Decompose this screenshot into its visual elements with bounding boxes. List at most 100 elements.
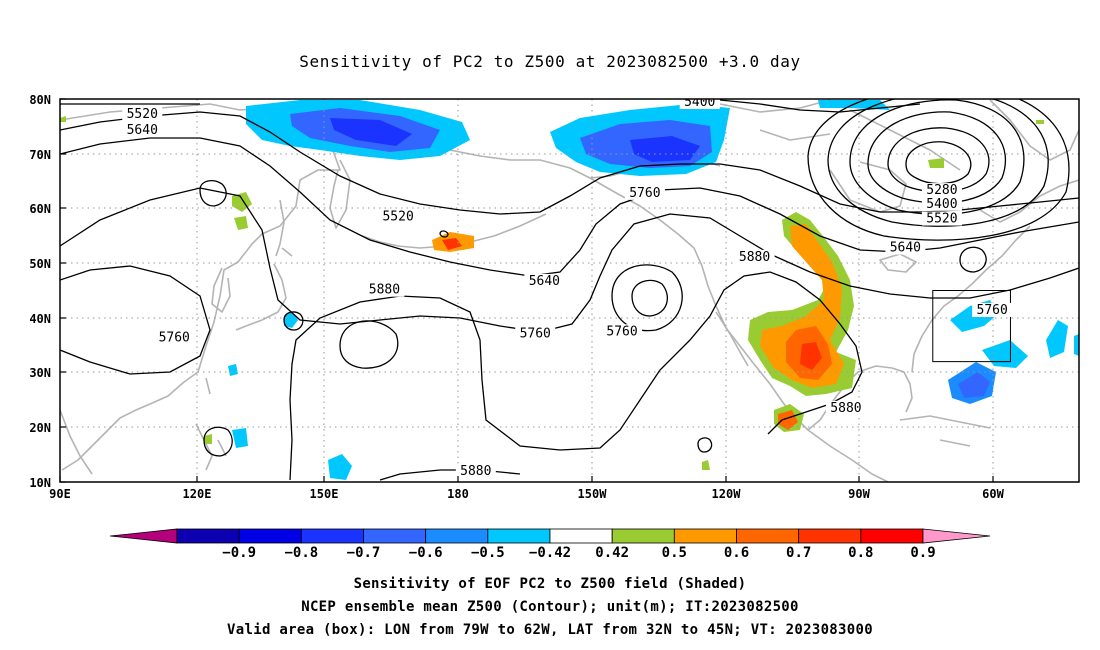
contour-label-background: [825, 400, 866, 415]
colorbar-label: 0.8: [848, 545, 873, 561]
contour-label-background: [921, 211, 962, 226]
lon-label: 120W: [712, 487, 742, 501]
contour-5760-low: [60, 265, 211, 375]
contour-small-6: [439, 230, 449, 238]
colorbar-swatch: [425, 528, 489, 544]
longitude-labels: 90E 120E 150E 180 150W 120W 90W 60W: [49, 487, 1004, 501]
lat-label: 60N: [29, 202, 51, 216]
contour-label-background: [679, 99, 720, 110]
negative-shade-beaufort-inner: [630, 136, 700, 162]
lat-label: 70N: [29, 148, 51, 162]
contour-5880-pacific: [289, 271, 863, 481]
colorbar-label: −0.8: [284, 545, 318, 561]
na-west-coast: [589, 177, 809, 431]
negative-shade-arctic-east: [818, 100, 890, 110]
contour-low-northeast-3: [867, 111, 1007, 204]
arctic-islands: [719, 99, 961, 171]
contour-labels: 5400552056405280540055205760552056405880…: [122, 95, 1013, 479]
colorbar: [109, 528, 991, 544]
philippines-coastline: [195, 377, 227, 471]
great-lakes: [879, 253, 917, 273]
contour-label: 5760: [606, 324, 637, 339]
contour-label: 5760: [159, 330, 190, 345]
negative-shade-pacific-1: [284, 312, 298, 328]
contour-label: 5280: [926, 183, 957, 198]
positive-shade-small-2: [234, 216, 248, 230]
colorbar-right-arrow: [922, 528, 991, 544]
map-title: Sensitivity of PC2 to Z500 at 2023082500…: [299, 52, 800, 71]
colorbar-label: −0.6: [409, 545, 443, 561]
sensitivity-shading: [60, 100, 1079, 480]
contour-label-background: [154, 330, 195, 345]
contour-label-background: [364, 282, 405, 297]
positive-shade-bering-core: [442, 238, 462, 250]
contour-label-background: [378, 209, 419, 224]
positive-shade-small-4: [204, 434, 212, 444]
z500-contours: [60, 99, 1079, 481]
contour-small-1: [199, 179, 227, 207]
lon-label: 120E: [183, 487, 212, 501]
contour-label-background: [624, 185, 665, 200]
greenland-coastline: [989, 99, 1079, 161]
colorbar-label: −0.7: [347, 545, 381, 561]
contour-label: 5640: [127, 123, 158, 138]
positive-shade-mexico-core: [778, 410, 798, 430]
contour-low-northeast-5: [827, 99, 1049, 227]
negative-shade-far-east: [1046, 320, 1068, 358]
contour-label-background: [602, 324, 643, 339]
contour-label: 5880: [739, 250, 770, 265]
contour-label: 5760: [520, 326, 551, 341]
contour-5400-north: [719, 99, 921, 113]
contour-small-4: [203, 426, 233, 457]
negative-shade-edge: [1074, 334, 1079, 356]
lon-label: 60W: [982, 487, 1004, 501]
contour-5640-west: [60, 137, 1079, 277]
contour-low-northeast-2: [887, 127, 990, 193]
contour-label: 5400: [926, 197, 957, 212]
lat-label: 80N: [29, 93, 51, 107]
contour-small-3: [283, 311, 304, 331]
contour-label: 5880: [460, 464, 491, 479]
labrador-coastline: [979, 179, 1079, 223]
negative-shade-atlantic-south-core: [958, 372, 990, 398]
negative-shade-pacific-4: [228, 364, 238, 376]
indochina-coastline: [60, 409, 93, 475]
lon-label: 90E: [49, 487, 71, 501]
colorbar-swatch: [363, 528, 427, 544]
negative-shade-pacific-2: [328, 454, 352, 480]
contour-label: 5880: [830, 401, 861, 416]
colorbar-label: 0.9: [910, 545, 935, 561]
colorbar-swatch: [860, 528, 924, 544]
contour-label: 5520: [926, 212, 957, 227]
contour-label-background: [921, 196, 962, 211]
contour-label: 5880: [369, 283, 400, 298]
contour-label-background: [122, 122, 163, 137]
contour-label-background: [972, 302, 1013, 317]
contour-low-northeast-1: [905, 141, 972, 185]
contour-5760-west: [60, 187, 1079, 333]
central-america: [807, 429, 889, 482]
lon-label: 150E: [310, 487, 339, 501]
contour-label: 5640: [529, 274, 560, 289]
sakhalin-coastline: [275, 199, 285, 257]
colorbar-label: 0.6: [724, 545, 749, 561]
korea-coastline: [211, 267, 231, 313]
japan-coastline: [235, 247, 293, 331]
contour-label-background: [524, 273, 565, 288]
caribbean-islands: [899, 415, 991, 447]
contour-label-background: [885, 240, 926, 255]
colorbar-swatch: [487, 528, 551, 544]
colorbar-swatch: [611, 528, 675, 544]
contour-label-background: [515, 326, 556, 341]
contour-small-2: [959, 246, 987, 273]
contour-5760-ring: [611, 264, 683, 332]
contour-label: 5400: [684, 95, 715, 110]
contour-label-background: [921, 183, 962, 198]
contour-low-northeast-4: [849, 99, 1025, 215]
lat-label: 50N: [29, 257, 51, 271]
map-gridlines: [60, 99, 1079, 482]
colorbar-swatch: [176, 528, 240, 544]
colorbar-labels: −0.9 −0.8 −0.7 −0.6 −0.5 −0.42 0.42 0.5 0.6 0.7 0.…: [222, 545, 935, 561]
contour-low-northeast-6: [807, 99, 1070, 241]
contour-label: 5760: [629, 186, 660, 201]
